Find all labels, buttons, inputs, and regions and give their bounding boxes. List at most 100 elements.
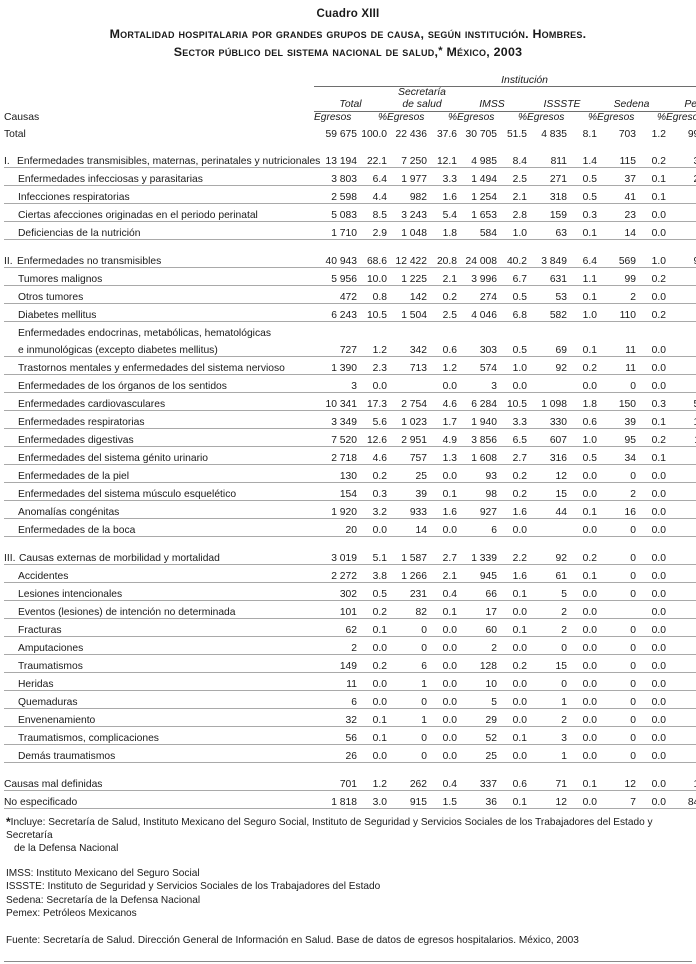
cell-egresos: 915 bbox=[387, 790, 427, 809]
subheader-egresos-sedena: Egresos bbox=[597, 112, 635, 123]
cell-pct: 0.0 bbox=[427, 708, 457, 727]
cell-egresos: 0 bbox=[666, 518, 696, 537]
cell-pct: 100.0 bbox=[361, 129, 387, 140]
cell-egresos: 3 bbox=[666, 185, 696, 204]
subheader-egresos-issste: Egresos bbox=[527, 112, 565, 123]
cell-pct: 10.0 bbox=[357, 267, 387, 286]
cell-egresos: 1 940 bbox=[457, 410, 497, 429]
cell-egresos: 0 bbox=[666, 482, 696, 501]
cell-egresos: 10 341 bbox=[314, 392, 357, 411]
row-label: Enfermedades digestivas bbox=[4, 428, 314, 447]
cell-egresos: 0 bbox=[666, 374, 696, 393]
cell-egresos: 55 bbox=[666, 392, 696, 411]
cell-egresos: 39 bbox=[387, 482, 427, 501]
cell-egresos: 5 bbox=[457, 690, 497, 709]
table-row: Lesiones intencionales 302 0.5 231 0.4 66 0.1 5… bbox=[4, 582, 696, 601]
cell-egresos: 5 083 bbox=[314, 203, 357, 222]
group-sedena: Sedena bbox=[597, 99, 666, 112]
cell-pct: 0.5 bbox=[497, 339, 527, 357]
cell-pct: 0.0 bbox=[427, 518, 457, 537]
cell-pct: 20.8 bbox=[427, 250, 457, 268]
cell-egresos: 7 250 bbox=[387, 150, 427, 168]
cell-egresos: 159 bbox=[527, 203, 567, 222]
cell-pct: 0.0 bbox=[636, 203, 666, 222]
header-row-institucion: Institución bbox=[4, 75, 696, 87]
cell-pct: 6.4 bbox=[357, 167, 387, 186]
cell-pct: 0.1 bbox=[636, 410, 666, 429]
cell-egresos: 12 bbox=[527, 790, 567, 809]
cell-egresos: 318 bbox=[527, 185, 567, 204]
cell-egresos: 3 bbox=[314, 374, 357, 393]
cell-egresos: 149 bbox=[314, 654, 357, 673]
cell-pct: 0.0 bbox=[427, 618, 457, 637]
table-body: Total 59 675 100.0 22 436 37.6 30 705 51.5 4 83… bbox=[4, 123, 696, 809]
cell-egresos: 0 bbox=[666, 600, 696, 619]
table-row: Otros tumores 472 0.8 142 0.2 274 0.5 53 0.1 2 0.0… bbox=[4, 285, 696, 304]
cell-pct: 0.0 bbox=[427, 374, 457, 393]
cell-egresos: 0 bbox=[597, 636, 636, 655]
cell-egresos: 342 bbox=[387, 339, 427, 357]
cell-egresos: 110 bbox=[597, 303, 636, 322]
table-row: Enfermedades del sistema génito urinario… bbox=[4, 446, 696, 465]
abbr-sedena: Sedena: Secretaría de la Defensa Naciona… bbox=[6, 894, 201, 906]
row-label: Tumores malignos bbox=[4, 267, 314, 286]
cell-pct: 0.0 bbox=[636, 618, 666, 637]
row-label: Fracturas bbox=[4, 618, 314, 637]
cell-pct: 0.0 bbox=[357, 518, 387, 537]
cell-pct: 3.3 bbox=[497, 410, 527, 429]
cell-pct: 0.5 bbox=[567, 446, 597, 465]
cell-egresos: 61 bbox=[527, 564, 567, 583]
cell-pct: 0.0 bbox=[636, 773, 666, 791]
cell-pct: 0.0 bbox=[636, 374, 666, 393]
subheader-pct-imss: % bbox=[517, 112, 527, 123]
row-label: Eventos (lesiones) de intención no deter… bbox=[4, 600, 314, 619]
row-label: Accidentes bbox=[4, 564, 314, 583]
cell-pct: 0.0 bbox=[636, 464, 666, 483]
cell-egresos: 2 754 bbox=[387, 392, 427, 411]
table-row: Enfermedades del sistema músculo esquelé… bbox=[4, 482, 696, 501]
cell-pct: 0.0 bbox=[497, 672, 527, 691]
cell-pct: 0.0 bbox=[357, 744, 387, 763]
cell-pct: 6.5 bbox=[497, 428, 527, 447]
cell-pct: 0.0 bbox=[636, 339, 666, 357]
cell-egresos: 17 bbox=[666, 410, 696, 429]
cell-pct: 0.0 bbox=[497, 600, 527, 619]
cell-egresos: 0 bbox=[387, 744, 427, 763]
cell-pct: 0.0 bbox=[636, 221, 666, 240]
cell-pct: 1.5 bbox=[427, 790, 457, 809]
cell-egresos: 5 bbox=[666, 267, 696, 286]
cell-egresos: 0 bbox=[666, 582, 696, 601]
row-label: Heridas bbox=[4, 672, 314, 691]
cell-egresos: 0 bbox=[597, 582, 636, 601]
cell-pct: 17.3 bbox=[357, 392, 387, 411]
cell-egresos: 1 339 bbox=[457, 547, 497, 565]
cell-egresos bbox=[387, 374, 427, 393]
cell-egresos: 1 bbox=[666, 726, 696, 745]
cell-egresos: 337 bbox=[457, 773, 497, 791]
cell-egresos: 1 653 bbox=[457, 203, 497, 222]
cell-pct: 0.1 bbox=[497, 726, 527, 745]
row-label: Enfermedades de los órganos de los senti… bbox=[4, 374, 314, 393]
cell-pct: 0.0 bbox=[497, 690, 527, 709]
cell-pct: 2.7 bbox=[497, 446, 527, 465]
cell-egresos: 99 bbox=[597, 267, 636, 286]
cell-pct: 1.0 bbox=[567, 428, 597, 447]
cell-pct: 0.5 bbox=[497, 285, 527, 304]
cell-egresos: 1 504 bbox=[387, 303, 427, 322]
row-label: Enfermedades del sistema génito urinario bbox=[4, 446, 314, 465]
footnotes: *Incluye: Secretaría de Salud, Instituto… bbox=[4, 815, 692, 947]
group-issste-line1 bbox=[527, 87, 597, 100]
cell-egresos: 574 bbox=[457, 356, 497, 375]
cell-egresos: 713 bbox=[387, 356, 427, 375]
cell-pct: 1.0 bbox=[497, 356, 527, 375]
cell-pct: 8.1 bbox=[582, 129, 597, 140]
cell-egresos: 95 bbox=[666, 250, 696, 268]
cell-pct: 0.0 bbox=[636, 500, 666, 519]
cell-pct: 0.0 bbox=[357, 374, 387, 393]
group-imss-line1 bbox=[457, 87, 527, 100]
cell-pct: 0.0 bbox=[636, 518, 666, 537]
row-label: Quemaduras bbox=[4, 690, 314, 709]
cell-pct: 0.0 bbox=[636, 564, 666, 583]
